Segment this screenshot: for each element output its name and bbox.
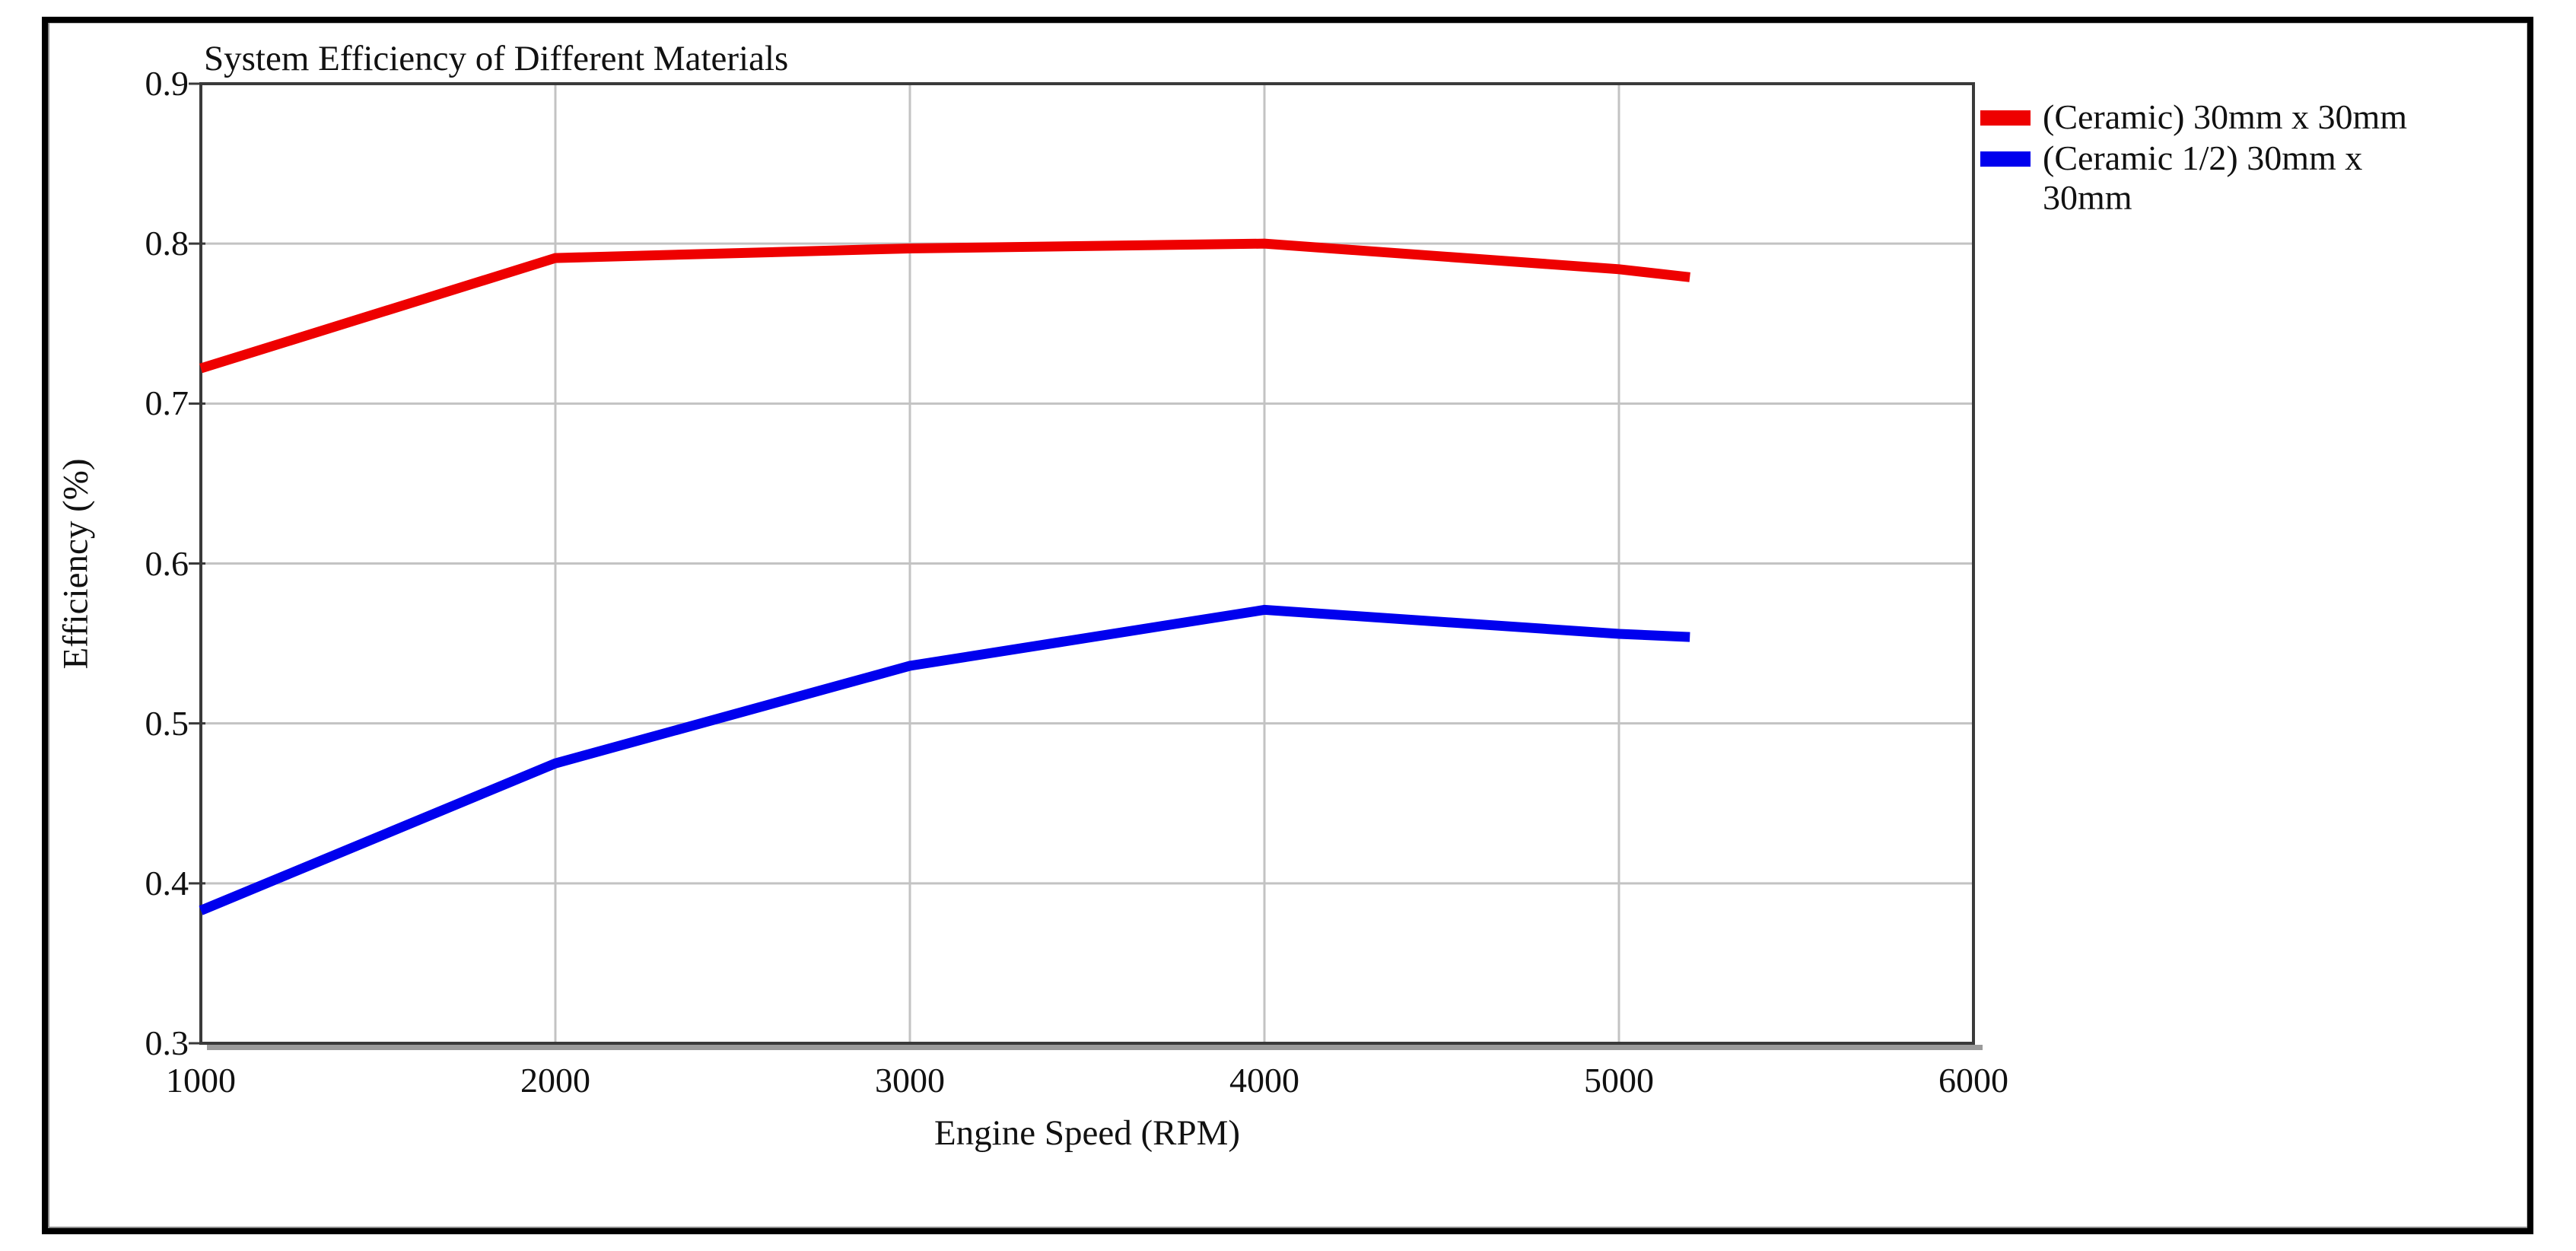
x-tick-label: 5000 — [1584, 1061, 1654, 1100]
plot-area — [189, 82, 1983, 1050]
x-tick-label: 3000 — [875, 1061, 945, 1100]
y-tick-label: 0.3 — [145, 1023, 189, 1062]
y-tick-label: 0.6 — [145, 543, 189, 583]
x-tick-label: 6000 — [1938, 1061, 2008, 1100]
series-line-0 — [199, 238, 1690, 374]
legend-entry: (Ceramic) 30mm x 30mm — [1980, 97, 2528, 137]
y-tick-label: 0.8 — [145, 224, 189, 263]
y-tick-label: 0.7 — [145, 384, 189, 423]
axis-shadow — [207, 1045, 1983, 1050]
legend-label: (Ceramic) 30mm x 30mm — [2043, 97, 2408, 136]
y-axis-title: Efficiency (%) — [56, 457, 97, 670]
x-tick-label: 4000 — [1229, 1061, 1299, 1100]
y-tick-label: 0.4 — [145, 863, 189, 902]
legend-label: (Ceramic 1/2) 30mm x 30mm — [2043, 138, 2363, 217]
legend-swatch-ceramic — [1980, 110, 2031, 126]
legend-entry: (Ceramic 1/2) 30mm x 30mm — [1980, 138, 2528, 218]
y-tick-label: 0.5 — [145, 703, 189, 743]
x-tick-label: 1000 — [166, 1061, 236, 1100]
series-line-1 — [199, 604, 1690, 915]
legend: (Ceramic) 30mm x 30mm (Ceramic 1/2) 30mm… — [1980, 97, 2528, 219]
x-tick-label: 2000 — [520, 1061, 590, 1100]
chart-title: System Efficiency of Different Materials — [204, 39, 789, 78]
y-tick-label: 0.9 — [145, 64, 189, 103]
image-border — [42, 17, 2533, 1234]
legend-swatch-ceramic-half — [1980, 151, 2031, 167]
x-axis-title: Engine Speed (RPM) — [933, 1113, 1241, 1153]
